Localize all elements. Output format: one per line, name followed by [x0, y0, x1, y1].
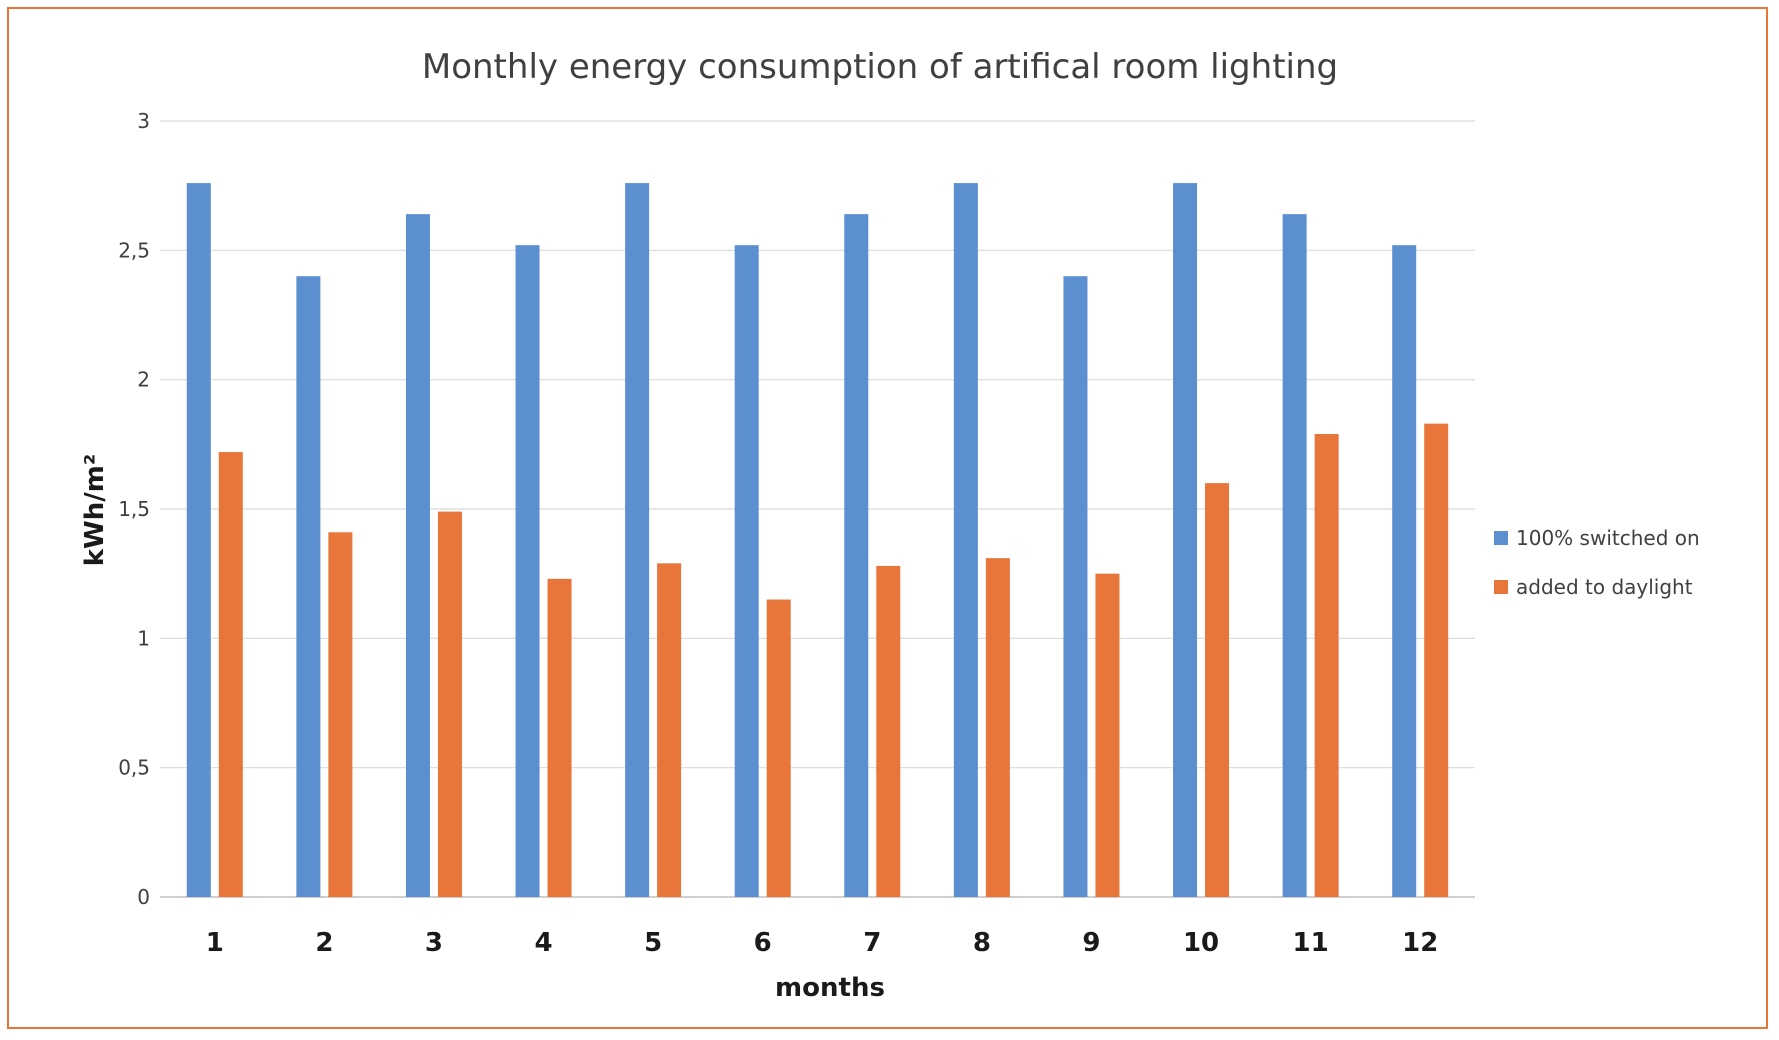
bar-switched-on-month-4 — [515, 245, 540, 897]
y-axis-label: kWh/m² — [80, 454, 110, 566]
x-tick-label: 3 — [425, 928, 443, 958]
bar-daylight-month-8 — [985, 558, 1010, 897]
legend: 100% switched on added to daylight — [1494, 526, 1700, 599]
x-tick-label: 12 — [1402, 928, 1438, 958]
bar-daylight-month-11 — [1314, 433, 1339, 897]
bar-daylight-month-6 — [766, 599, 791, 897]
x-tick-label: 2 — [315, 928, 333, 958]
chart-title: Monthly energy consumption of artifical … — [422, 47, 1338, 87]
legend-swatch-0 — [1494, 531, 1508, 545]
x-axis-ticks: 1 2 3 4 5 6 7 8 9 10 11 12 — [206, 928, 1439, 958]
legend-label-1: added to daylight — [1516, 575, 1693, 599]
bar-switched-on-month-8 — [953, 183, 978, 897]
gridlines — [160, 120, 1475, 898]
x-tick-label: 11 — [1293, 928, 1329, 958]
bar-switched-on-month-10 — [1173, 183, 1198, 897]
x-tick-label: 6 — [754, 928, 772, 958]
legend-swatch-1 — [1494, 580, 1508, 594]
x-tick-label: 7 — [863, 928, 881, 958]
bar-daylight-month-1 — [218, 452, 243, 897]
x-tick-label: 5 — [644, 928, 662, 958]
y-tick-label: 2,5 — [118, 238, 150, 262]
bar-switched-on-month-2 — [296, 276, 321, 897]
bar-switched-on-month-3 — [405, 214, 430, 897]
x-axis-label: months — [775, 973, 885, 1003]
x-tick-label: 4 — [534, 928, 552, 958]
bar-daylight-month-10 — [1205, 483, 1230, 897]
bar-switched-on-month-1 — [186, 183, 211, 897]
bar-switched-on-month-9 — [1063, 276, 1088, 897]
x-tick-label: 1 — [206, 928, 224, 958]
bar-switched-on-month-12 — [1392, 245, 1417, 897]
bar-switched-on-month-7 — [844, 214, 869, 897]
bar-daylight-month-4 — [547, 578, 572, 897]
y-tick-label: 2 — [137, 368, 150, 392]
bar-daylight-month-3 — [437, 511, 462, 897]
y-tick-label: 0 — [137, 885, 150, 909]
bar-daylight-month-2 — [328, 532, 353, 897]
y-tick-label: 1 — [137, 626, 150, 650]
legend-label-0: 100% switched on — [1516, 526, 1700, 550]
x-tick-label: 9 — [1082, 928, 1100, 958]
x-tick-label: 10 — [1183, 928, 1219, 958]
bar-switched-on-month-5 — [625, 183, 650, 897]
y-axis-ticks: 0 0,5 1 1,5 2 2,5 3 — [118, 109, 150, 909]
bar-switched-on-month-6 — [734, 245, 759, 897]
y-tick-label: 0,5 — [118, 756, 150, 780]
bar-switched-on-month-11 — [1282, 214, 1307, 897]
bar-daylight-month-9 — [1095, 573, 1120, 897]
y-tick-label: 3 — [137, 109, 150, 133]
bars — [186, 183, 1449, 897]
y-tick-label: 1,5 — [118, 497, 150, 521]
bar-daylight-month-12 — [1424, 423, 1449, 897]
bar-daylight-month-5 — [657, 563, 682, 897]
x-tick-label: 8 — [973, 928, 991, 958]
bar-daylight-month-7 — [876, 565, 901, 897]
